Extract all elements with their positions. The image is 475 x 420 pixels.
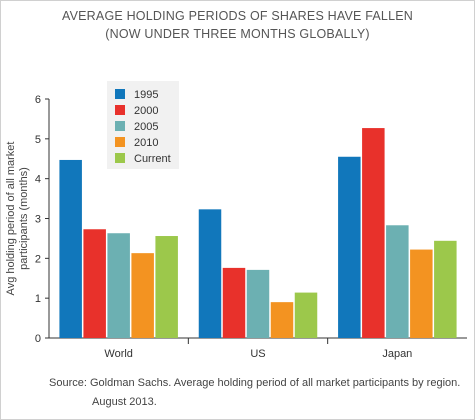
legend-label: 2005 bbox=[134, 121, 158, 133]
bar bbox=[155, 236, 178, 338]
y-axis-label: participants (months) bbox=[18, 167, 30, 270]
legend-label: 2010 bbox=[134, 137, 158, 149]
y-tick-label: 3 bbox=[35, 214, 41, 226]
legend-label: 2000 bbox=[134, 105, 158, 117]
x-tick-label: Japan bbox=[382, 348, 412, 360]
bar bbox=[131, 253, 154, 338]
legend-swatch bbox=[115, 153, 125, 163]
bar bbox=[410, 249, 433, 338]
bar bbox=[362, 128, 385, 338]
bar bbox=[434, 240, 457, 338]
bar bbox=[338, 156, 361, 338]
bar bbox=[83, 229, 106, 338]
y-tick-label: 0 bbox=[35, 333, 41, 345]
x-tick-label: World bbox=[104, 348, 133, 360]
bar bbox=[270, 302, 294, 338]
legend-swatch bbox=[115, 137, 125, 147]
bar bbox=[198, 209, 222, 338]
y-tick-label: 1 bbox=[35, 293, 41, 305]
legend-label: 1995 bbox=[134, 89, 158, 101]
legend-label: Current bbox=[134, 153, 171, 165]
bar-chart: 0 1 2 3 4 5 6 Avg holding period of all market p… bbox=[5, 81, 467, 360]
chart-subtitle: (NOW UNDER THREE MONTHS GLOBALLY) bbox=[105, 27, 370, 41]
y-axis-label: Avg holding period of all market bbox=[5, 142, 17, 296]
bar bbox=[386, 225, 409, 338]
source-caption: Source: Goldman Sachs. Average holding p… bbox=[49, 377, 461, 389]
y-tick-label: 5 bbox=[35, 134, 41, 146]
bar bbox=[59, 159, 82, 338]
x-tick-label: US bbox=[250, 348, 265, 360]
legend-swatch bbox=[115, 105, 125, 115]
y-tick-label: 4 bbox=[35, 174, 41, 186]
legend: 1995 2000 2005 2010 Current bbox=[107, 81, 179, 169]
bars bbox=[59, 128, 457, 338]
chart-title: AVERAGE HOLDING PERIODS OF SHARES HAVE F… bbox=[62, 9, 413, 23]
bar bbox=[222, 267, 246, 338]
legend-swatch bbox=[115, 121, 125, 131]
y-tick-label: 2 bbox=[35, 253, 41, 265]
source-caption-date: August 2013. bbox=[92, 396, 157, 408]
bar bbox=[294, 292, 318, 338]
y-tick-label: 6 bbox=[35, 94, 41, 106]
legend-swatch bbox=[115, 89, 125, 99]
bar bbox=[107, 233, 130, 338]
bar bbox=[246, 269, 270, 338]
